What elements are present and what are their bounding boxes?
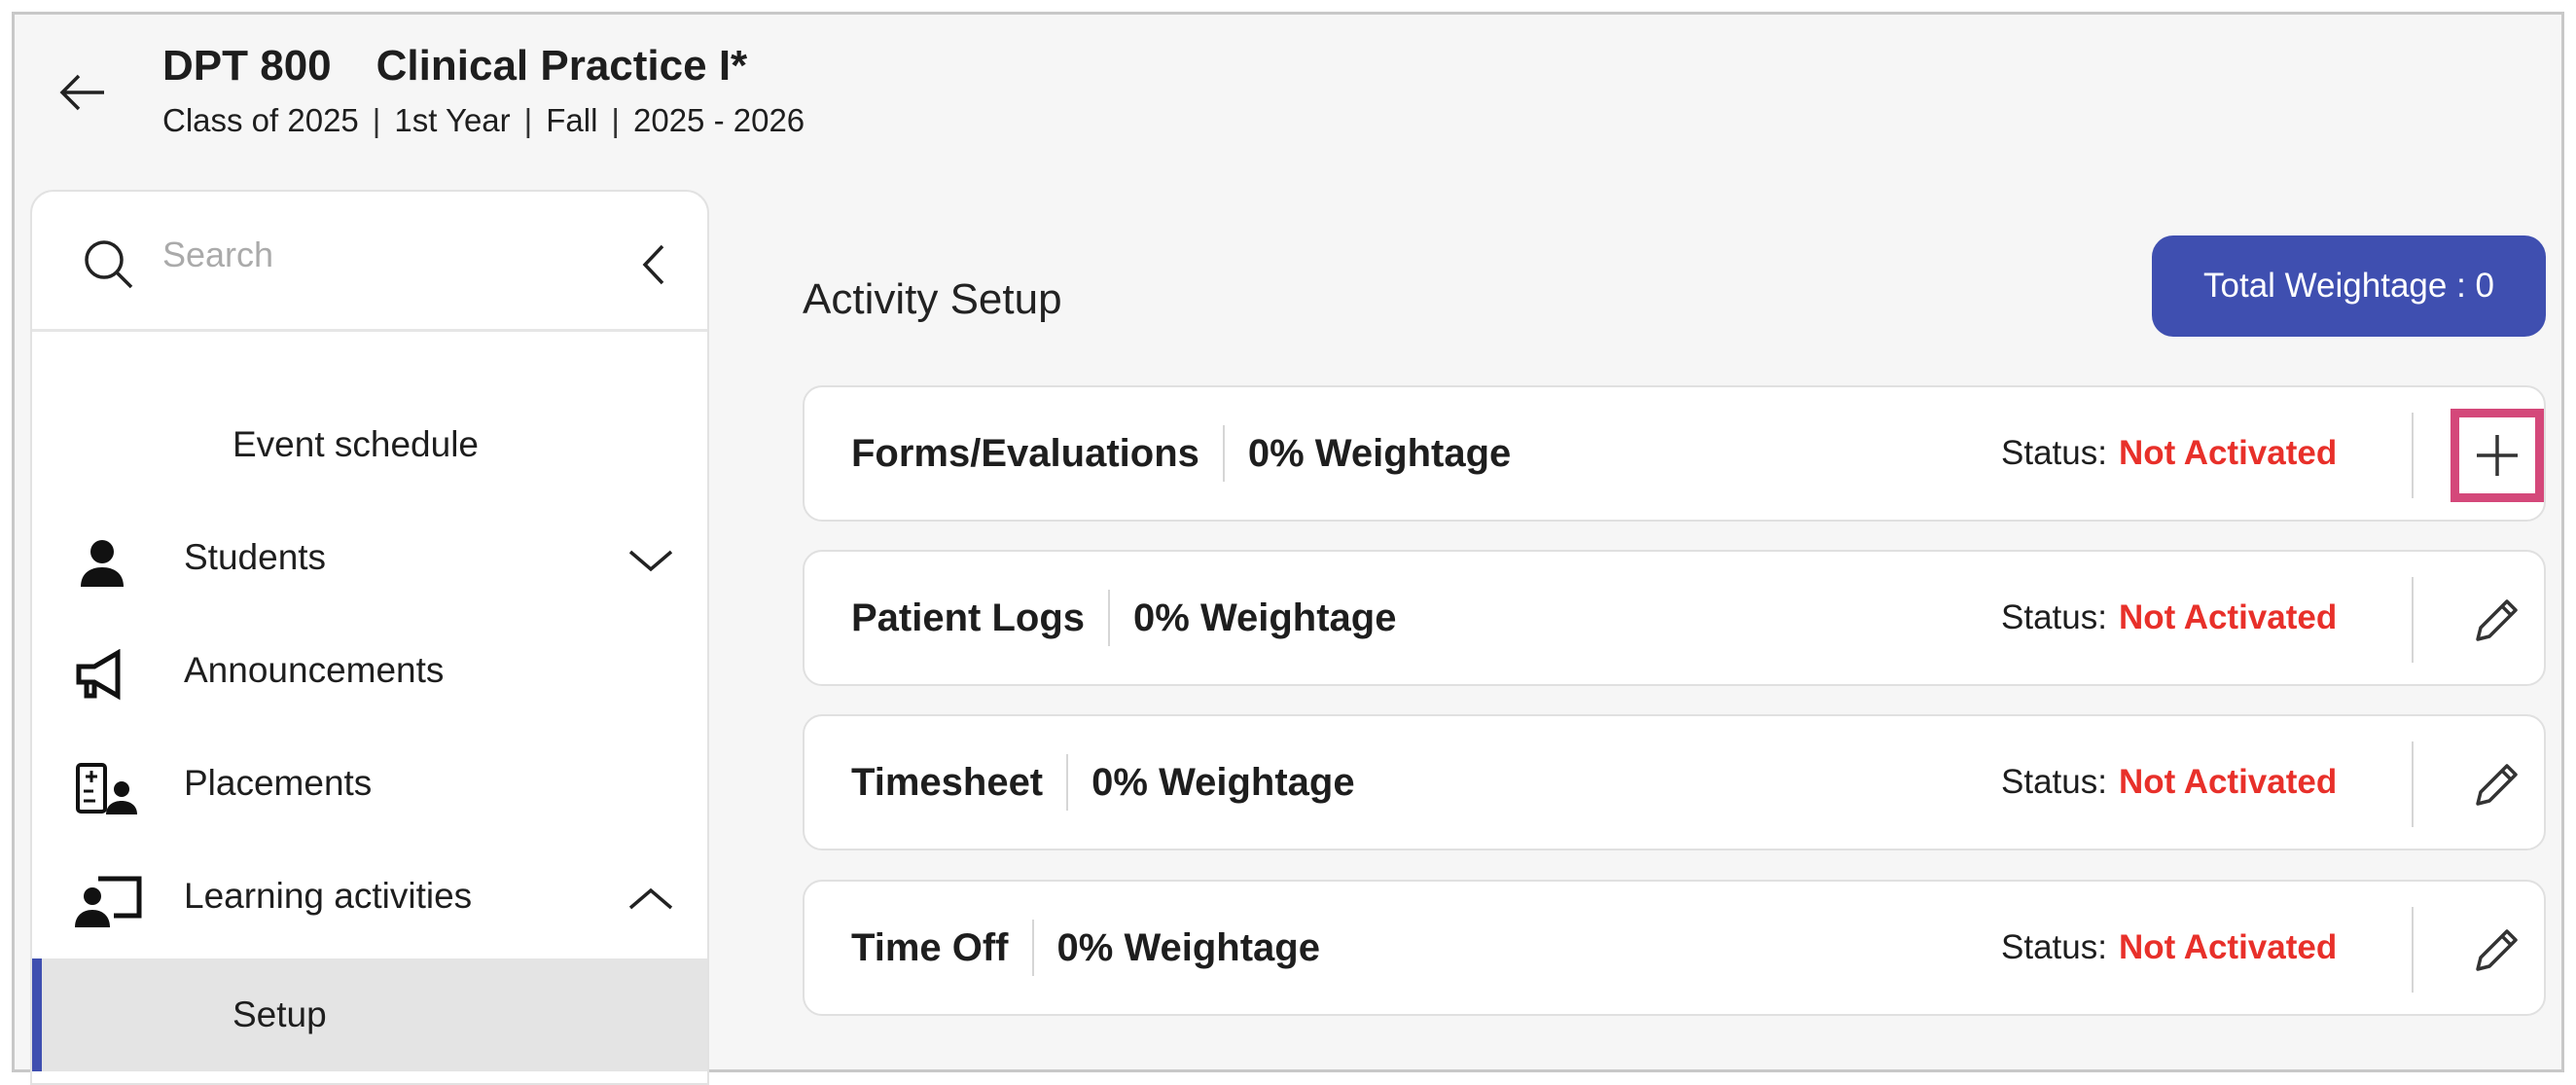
presentation-icon bbox=[75, 876, 142, 927]
status-label: Status: bbox=[2001, 928, 2107, 966]
person-icon bbox=[81, 540, 124, 587]
back-arrow-icon[interactable] bbox=[54, 63, 112, 122]
divider bbox=[1031, 920, 1034, 976]
status-label: Status: bbox=[2001, 763, 2107, 801]
status: Status: Not Activated bbox=[2001, 598, 2337, 637]
status: Status: Not Activated bbox=[2001, 434, 2337, 473]
pencil-icon bbox=[2476, 599, 2518, 641]
sidebar-item-placements[interactable]: Placements bbox=[32, 735, 707, 832]
sidebar-item-event-schedule[interactable]: Event schedule bbox=[32, 396, 707, 493]
meta-class: Class of 2025 bbox=[162, 102, 359, 138]
edit-button[interactable] bbox=[2451, 573, 2544, 667]
activity-weightage: 0% Weightage bbox=[1056, 925, 1320, 969]
search-icon bbox=[85, 240, 133, 289]
course-code: DPT 800 bbox=[162, 42, 332, 90]
activity-row: Timesheet 0% Weightage Status: Not Activat… bbox=[803, 714, 2546, 850]
status-label: Status: bbox=[2001, 598, 2107, 636]
megaphone-icon bbox=[76, 649, 121, 701]
chevron-up-icon[interactable] bbox=[627, 885, 674, 914]
app-frame: DPT 800 Clinical Practice I* Class of 202… bbox=[12, 12, 2564, 1085]
divider bbox=[2412, 907, 2414, 993]
divider bbox=[2412, 413, 2414, 498]
status-badge: Not Activated bbox=[2118, 928, 2338, 966]
course-meta: Class of 2025 | 1st Year | Fall | 2025 - 2026 bbox=[162, 102, 805, 138]
sidebar: Event schedule Students Announcements Pl… bbox=[30, 190, 709, 1085]
sidebar-item-label: Setup bbox=[233, 995, 327, 1034]
meta-academic-year: 2025 - 2026 bbox=[633, 102, 805, 138]
edit-button[interactable] bbox=[2451, 738, 2544, 831]
sidebar-item-setup[interactable]: Setup bbox=[32, 958, 707, 1071]
meta-term: Fall bbox=[546, 102, 598, 138]
page-title: DPT 800 Clinical Practice I* bbox=[162, 42, 792, 90]
divider bbox=[1108, 590, 1111, 646]
activity-name: Time Off bbox=[851, 925, 1009, 969]
activity-weightage: 0% Weightage bbox=[1133, 596, 1397, 639]
status-badge: Not Activated bbox=[2118, 763, 2338, 801]
total-weightage-button[interactable]: Total Weightage : 0 bbox=[2152, 235, 2546, 337]
status: Status: Not Activated bbox=[2001, 928, 2337, 967]
collapse-sidebar-icon[interactable] bbox=[635, 240, 674, 289]
activity-row: Patient Logs 0% Weightage Status: Not Acti… bbox=[803, 550, 2546, 686]
divider bbox=[1066, 754, 1069, 811]
status-badge: Not Activated bbox=[2118, 434, 2338, 472]
divider bbox=[2412, 741, 2414, 827]
status: Status: Not Activated bbox=[2001, 763, 2337, 802]
status-badge: Not Activated bbox=[2118, 598, 2338, 636]
activity-name: Forms/Evaluations bbox=[851, 431, 1199, 475]
chevron-down-icon[interactable] bbox=[627, 546, 674, 575]
sidebar-item-label: Announcements bbox=[184, 650, 445, 690]
edit-button[interactable] bbox=[2451, 903, 2544, 996]
sidebar-item-announcements[interactable]: Announcements bbox=[32, 622, 707, 719]
sidebar-item-learning-activities[interactable]: Learning activities bbox=[32, 848, 707, 945]
sidebar-item-label: Event schedule bbox=[233, 424, 480, 464]
status-label: Status: bbox=[2001, 434, 2107, 472]
activity-name: Patient Logs bbox=[851, 596, 1086, 639]
activity-weightage: 0% Weightage bbox=[1247, 431, 1512, 475]
course-title: Clinical Practice I* bbox=[376, 42, 748, 90]
divider bbox=[1222, 425, 1225, 482]
section-title: Activity Setup bbox=[803, 275, 1062, 323]
search-input[interactable] bbox=[162, 235, 552, 275]
activity-row: Forms/Evaluations 0% Weightage Status: Not… bbox=[803, 385, 2546, 522]
activity-name: Timesheet bbox=[851, 760, 1044, 804]
placement-icon bbox=[76, 763, 137, 814]
meta-year: 1st Year bbox=[394, 102, 511, 138]
plus-icon bbox=[2477, 435, 2518, 476]
add-button[interactable] bbox=[2451, 409, 2544, 502]
sidebar-item-label: Students bbox=[184, 537, 327, 577]
divider bbox=[2412, 577, 2414, 663]
sidebar-search bbox=[32, 192, 707, 332]
pencil-icon bbox=[2476, 929, 2518, 971]
activity-row: Time Off 0% Weightage Status: Not Activate… bbox=[803, 880, 2546, 1016]
sidebar-item-label: Placements bbox=[184, 763, 373, 803]
sidebar-item-students[interactable]: Students bbox=[32, 509, 707, 606]
activity-weightage: 0% Weightage bbox=[1091, 760, 1355, 804]
pencil-icon bbox=[2476, 764, 2518, 806]
sidebar-item-label: Learning activities bbox=[184, 876, 473, 916]
